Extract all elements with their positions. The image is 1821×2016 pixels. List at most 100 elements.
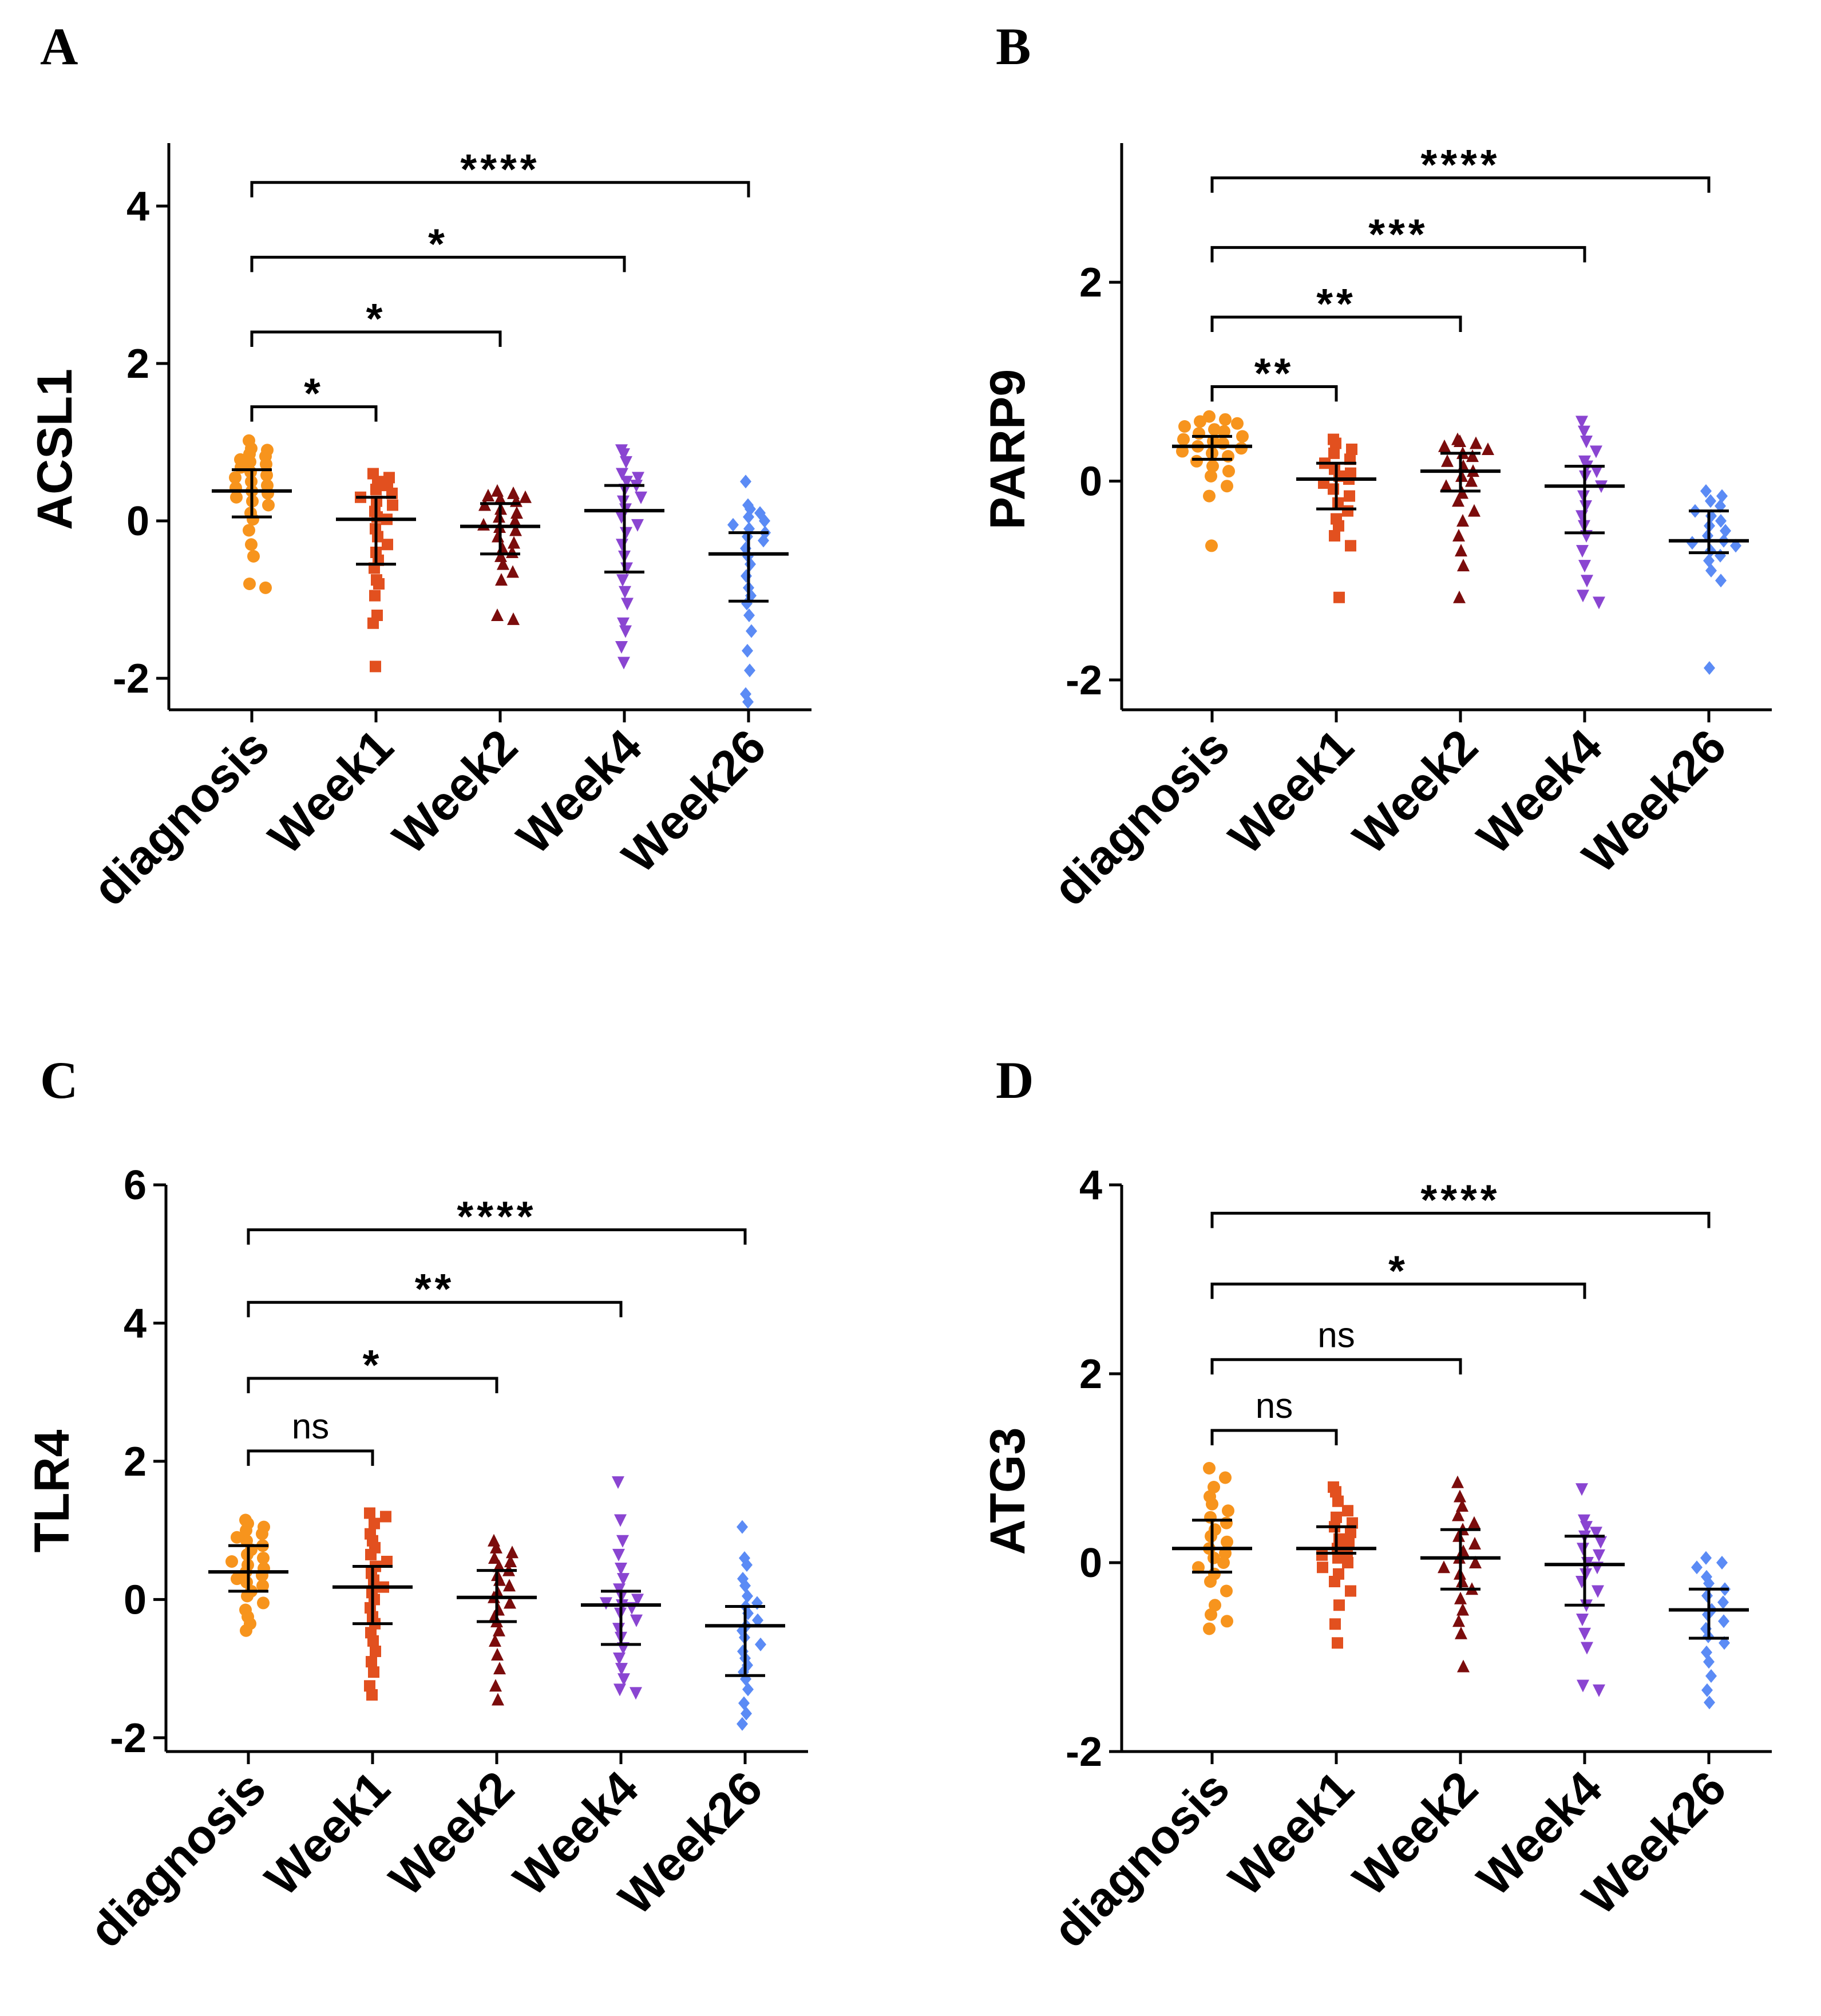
data-point	[1451, 1475, 1464, 1488]
data-point	[1716, 489, 1728, 503]
panel-letter: B	[996, 17, 1031, 76]
bracket-line	[1210, 1358, 1462, 1375]
data-point	[507, 486, 520, 499]
data-point	[1468, 1537, 1481, 1549]
data-point	[368, 1666, 379, 1678]
category-label-week1: Week1	[1218, 1761, 1364, 1906]
data-point	[737, 1520, 748, 1534]
bracket-line	[247, 1377, 498, 1394]
data-point	[1590, 465, 1603, 479]
data-point	[370, 484, 382, 495]
data-point	[1577, 590, 1589, 603]
category-label-week1: Week1	[255, 1761, 400, 1906]
data-point	[1700, 1551, 1712, 1565]
data-point	[1438, 1560, 1450, 1574]
data-point	[1331, 1511, 1342, 1523]
data-point	[740, 475, 751, 489]
data-point	[1221, 480, 1233, 493]
data-point	[1208, 1481, 1220, 1493]
data-point	[489, 1679, 502, 1692]
data-point	[741, 569, 752, 583]
y-tick-label: 0	[1079, 459, 1102, 505]
data-point	[1332, 1495, 1344, 1507]
significance-label: *	[428, 220, 448, 267]
panel-A: A420-2ACSL1diagnosisWeek1Week2Week4Week2…	[27, 17, 811, 916]
data-point	[1454, 1591, 1467, 1604]
data-point	[504, 1554, 517, 1567]
error-bar-diagnosis	[212, 468, 292, 519]
data-point	[1590, 445, 1602, 458]
data-point	[1452, 1508, 1464, 1521]
data-point	[365, 1548, 377, 1560]
y-tick-label: 0	[124, 1577, 147, 1623]
data-point	[506, 565, 519, 578]
data-point	[1577, 1543, 1589, 1556]
significance-label: ***	[1368, 210, 1428, 258]
significance-label: **	[1254, 350, 1295, 397]
data-point	[366, 1689, 378, 1701]
error-bar-diagnosis	[1172, 434, 1252, 461]
data-point	[1456, 1499, 1468, 1512]
data-point	[1220, 1516, 1233, 1529]
data-point	[738, 1696, 750, 1710]
data-point	[1456, 514, 1469, 527]
data-point	[616, 1535, 629, 1548]
data-point	[380, 1511, 391, 1523]
bracket-line	[1210, 246, 1586, 263]
series-diagnosis	[1176, 410, 1249, 552]
data-point	[615, 641, 628, 654]
data-point	[1222, 465, 1235, 478]
data-point	[1715, 574, 1727, 588]
significance-bracket: ns	[1210, 1315, 1462, 1375]
error-bar-week2	[457, 1569, 537, 1623]
significance-label: **	[1316, 280, 1356, 327]
data-point	[1705, 1669, 1717, 1683]
series-week4	[600, 1476, 644, 1700]
data-point	[262, 499, 275, 512]
data-point	[367, 617, 379, 629]
error-bar-week4	[581, 1590, 661, 1646]
data-point	[482, 489, 494, 501]
significance-label: ns	[1256, 1386, 1293, 1426]
data-point	[615, 1563, 627, 1576]
data-point	[1457, 1659, 1470, 1673]
data-point	[1316, 1549, 1328, 1561]
data-point	[1700, 484, 1712, 498]
category-label-diagnosis: diagnosis	[82, 719, 279, 916]
significance-bracket: ****	[1210, 141, 1711, 193]
data-point	[1455, 544, 1467, 557]
data-point	[612, 1476, 624, 1489]
data-point	[616, 468, 628, 481]
data-point	[367, 1635, 379, 1647]
data-point	[1703, 554, 1715, 568]
data-point	[497, 557, 509, 570]
series-week1	[1316, 1481, 1358, 1649]
significance-bracket: **	[247, 1265, 623, 1318]
y-tick-label: 4	[124, 1300, 147, 1346]
data-point	[1576, 1614, 1589, 1626]
y-axis-label: ACSL1	[27, 369, 82, 530]
data-point	[742, 643, 753, 658]
data-point	[612, 1548, 625, 1562]
series-week1	[364, 1507, 393, 1701]
significance-label: *	[1388, 1247, 1408, 1294]
data-point	[744, 663, 755, 678]
data-point	[1452, 494, 1464, 507]
series-week26	[1687, 484, 1741, 675]
data-point	[1575, 1483, 1588, 1496]
data-point	[613, 1583, 626, 1596]
significance-bracket: *	[250, 295, 502, 347]
series-week4	[1575, 416, 1608, 610]
data-point	[1204, 1511, 1217, 1524]
data-point	[256, 1579, 269, 1592]
data-point	[620, 476, 633, 489]
data-point	[491, 484, 504, 497]
data-point	[1701, 1588, 1713, 1603]
bracket-line	[250, 330, 502, 347]
significance-bracket: **	[1210, 280, 1462, 332]
data-point	[373, 578, 385, 590]
data-point	[755, 1637, 766, 1651]
significance-label: *	[363, 1341, 383, 1389]
data-point	[507, 612, 520, 625]
